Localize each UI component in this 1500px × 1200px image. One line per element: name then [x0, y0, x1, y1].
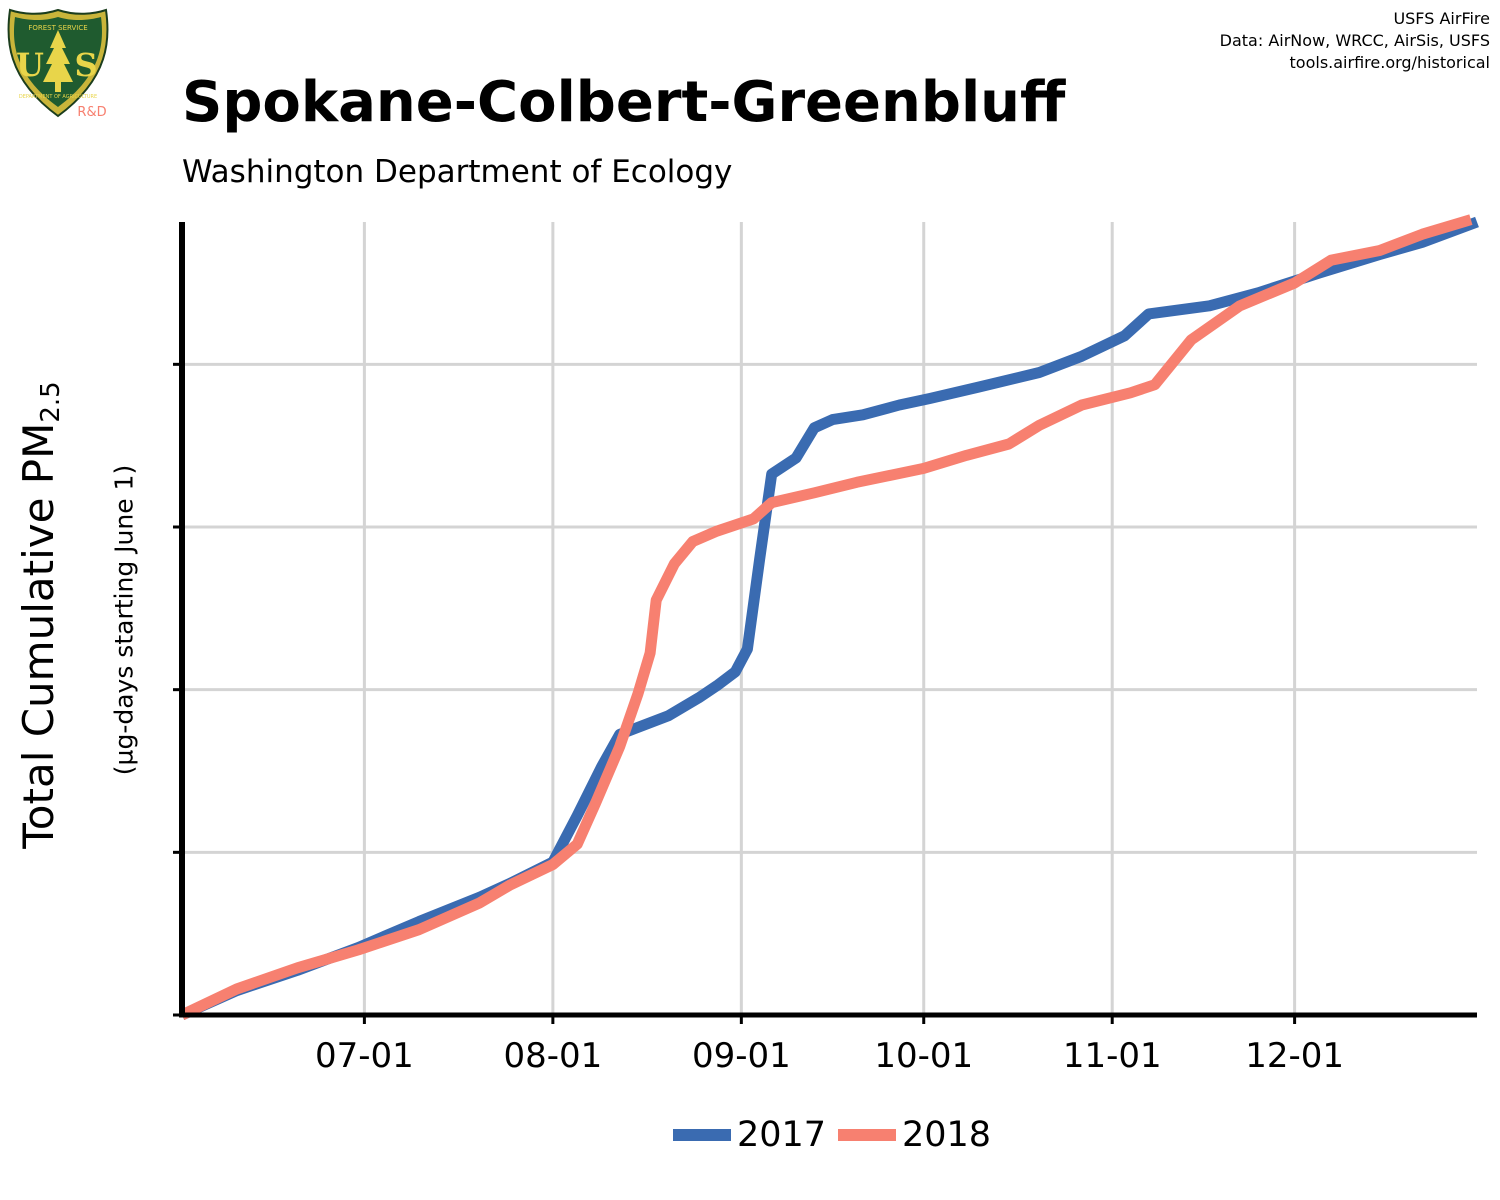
logo-top-text: FOREST SERVICE [28, 24, 87, 32]
logo-badge: R&D [77, 105, 106, 120]
credits: USFS AirFire Data: AirNow, WRCC, AirSis,… [1220, 8, 1490, 74]
series-line-2018 [179, 214, 1473, 1020]
credit-line: Data: AirNow, WRCC, AirSis, USFS [1219, 31, 1490, 50]
chart-subtitle: Washington Department of Ecology [182, 154, 733, 190]
chart-title: Spokane-Colbert-Greenbluff [182, 70, 1066, 135]
x-tick-label: 12-01 [1245, 1036, 1344, 1076]
x-tick-label: 10-01 [874, 1036, 973, 1076]
legend-swatch-2018 [838, 1129, 896, 1141]
credit-line: USFS AirFire [1393, 9, 1490, 28]
x-tick-label: 07-01 [315, 1036, 414, 1076]
series-line-2017 [179, 216, 1479, 1021]
x-tick-label: 11-01 [1063, 1036, 1162, 1076]
usfs-shield-icon: U S FOREST SERVICE DEPARTMENT OF AGRICUL… [7, 8, 109, 120]
legend: 2017 2018 [0, 1115, 1500, 1155]
legend-item-2018: 2018 [838, 1115, 991, 1155]
logo-initial-left: U [16, 46, 44, 84]
credit-line: tools.airfire.org/historical [1289, 53, 1490, 72]
legend-label-2017: 2017 [737, 1115, 827, 1155]
legend-label-2018: 2018 [902, 1115, 992, 1155]
legend-item-2017: 2017 [673, 1115, 826, 1155]
logo-bottom-text: DEPARTMENT OF AGRICULTURE [19, 94, 97, 100]
pine-tree-shape [43, 30, 73, 92]
x-tick-label: 09-01 [692, 1036, 791, 1076]
legend-swatch-2017 [673, 1129, 731, 1141]
logo-initial-right: S [74, 46, 97, 84]
x-tick-label: 08-01 [503, 1036, 602, 1076]
